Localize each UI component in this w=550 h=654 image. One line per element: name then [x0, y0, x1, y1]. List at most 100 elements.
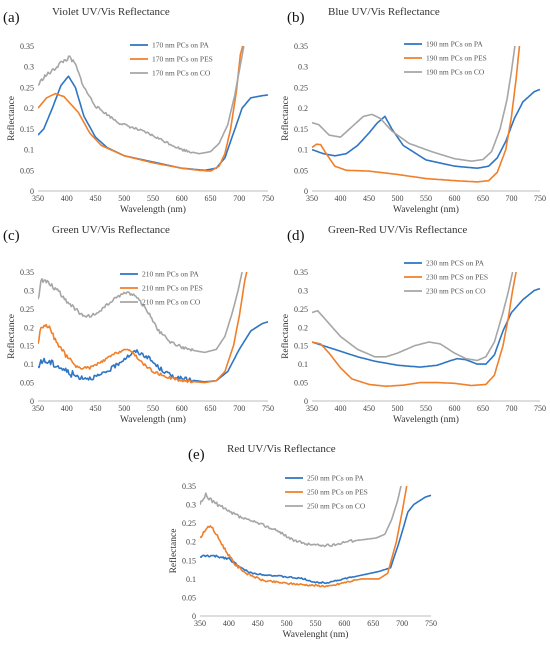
y-tick-label: 0.15 [20, 342, 34, 351]
y-tick-label: 0.05 [294, 166, 308, 175]
y-tick-label: 0.25 [20, 83, 34, 92]
y-tick-label: 0.3 [24, 63, 34, 72]
x-axis-label: Wavelenght (nm) [283, 629, 349, 640]
x-tick-label: 550 [310, 619, 322, 628]
y-axis-label: Reflectance [6, 314, 17, 359]
panel-label: (c) [3, 228, 20, 244]
series-line [38, 271, 243, 354]
y-tick-label: 0.1 [24, 146, 34, 155]
x-tick-label: 500 [392, 404, 404, 413]
x-tick-label: 650 [477, 404, 489, 413]
y-tick-label: 0.3 [24, 286, 34, 295]
y-tick-label: 0.25 [20, 305, 34, 314]
series-line [312, 88, 541, 169]
chart-title: Green UV/Vis Reflectance [52, 224, 170, 236]
x-tick-label: 750 [534, 194, 546, 203]
legend-label: 250 nm PCs on PES [307, 488, 368, 497]
panel-label: (e) [188, 447, 205, 463]
y-tick-label: 0.15 [20, 125, 34, 134]
x-tick-label: 350 [306, 404, 318, 413]
series-line [38, 45, 244, 172]
x-tick-label: 600 [176, 404, 188, 413]
y-tick-label: 0.25 [294, 83, 308, 92]
panel-e: (e) Red UV/Vis Reflectance 0 0.05 0.1 0.15 0.2… [168, 443, 437, 640]
y-tick-label: 0.3 [186, 501, 196, 510]
y-tick-label: 0.2 [24, 323, 34, 332]
y-tick-label: 0.05 [182, 593, 196, 602]
legend-label: 170 nm PCs on PA [152, 41, 209, 50]
x-tick-label: 500 [281, 619, 293, 628]
legend-label: 230 nm PCS on PES [426, 273, 488, 282]
x-tick-label: 550 [147, 194, 159, 203]
y-axis-label: Reflectance [280, 96, 291, 141]
x-axis-label: Wavelength (nm) [120, 414, 186, 425]
y-tick-label: 0.2 [186, 538, 196, 547]
x-axis-label: Wavelength (nm) [120, 204, 186, 215]
y-tick-label: 0.2 [298, 323, 308, 332]
panel-label: (d) [287, 228, 305, 244]
x-tick-label: 750 [262, 194, 274, 203]
panel-b: (b) Blue UV/Vis Reflectance 0 0.05 0.1 0.15 0.… [280, 6, 546, 215]
x-tick-label: 750 [262, 404, 274, 413]
x-tick-label: 350 [306, 194, 318, 203]
legend-label: 210 nm PCs on PA [142, 270, 199, 279]
x-tick-label: 400 [223, 619, 235, 628]
x-tick-label: 600 [338, 619, 350, 628]
x-tick-label: 700 [233, 404, 245, 413]
panel-c: (c) Green UV/Vis Reflectance 0 0.05 0.1 0.15 0… [3, 224, 274, 425]
panel-a: (a) Violet UV/Vis Reflectance 0 0.05 0.1 0.15… [3, 6, 274, 215]
y-tick-label: 0.1 [24, 360, 34, 369]
y-tick-label: 0.3 [298, 286, 308, 295]
legend-label: 230 nm PCS on CO [426, 287, 486, 296]
x-tick-label: 550 [147, 404, 159, 413]
chart-title: Green-Red UV/Vis Reflectance [328, 224, 467, 236]
legend-label: 190 nm PCs on PA [426, 40, 483, 49]
x-tick-label: 500 [118, 194, 130, 203]
x-tick-label: 450 [90, 404, 102, 413]
y-tick-label: 0.35 [294, 268, 308, 277]
legend-label: 170 nm PCs on CO [152, 69, 211, 78]
x-tick-label: 400 [61, 194, 73, 203]
y-tick-label: 0 [30, 187, 34, 196]
series-line [200, 485, 402, 548]
x-tick-label: 450 [252, 619, 264, 628]
x-tick-label: 400 [335, 194, 347, 203]
y-tick-label: 0.1 [298, 360, 308, 369]
series-line [312, 287, 541, 368]
x-tick-label: 550 [420, 194, 432, 203]
x-axis-label: Wavelength (nm) [393, 414, 459, 425]
series-line [312, 271, 514, 362]
x-tick-label: 700 [506, 194, 518, 203]
y-tick-label: 0.35 [20, 42, 34, 51]
x-axis-label: Wavelenght (nm) [393, 204, 459, 215]
y-tick-label: 0.1 [298, 146, 308, 155]
x-tick-label: 700 [396, 619, 408, 628]
y-tick-label: 0.15 [182, 556, 196, 565]
series-line [38, 271, 248, 384]
series-line [312, 271, 517, 388]
x-tick-label: 750 [425, 619, 437, 628]
panel-label: (b) [287, 10, 305, 26]
y-tick-label: 0.15 [294, 125, 308, 134]
series-line [38, 321, 269, 383]
series-line [38, 75, 269, 172]
x-tick-label: 350 [32, 404, 44, 413]
panel-d: (d) Green-Red UV/Vis Reflectance 0 0.05 0.1 0… [280, 224, 546, 425]
y-tick-label: 0.3 [298, 63, 308, 72]
y-tick-label: 0.25 [182, 519, 196, 528]
x-tick-label: 600 [176, 194, 188, 203]
y-tick-label: 0.05 [20, 166, 34, 175]
y-axis-label: Reflectance [6, 96, 17, 141]
legend-label: 210 nm PCs on PES [142, 284, 203, 293]
y-tick-label: 0.35 [20, 268, 34, 277]
y-tick-label: 0.2 [24, 104, 34, 113]
x-tick-label: 450 [90, 194, 102, 203]
x-tick-label: 450 [363, 194, 375, 203]
legend-label: 190 nm PCs on CO [426, 68, 485, 77]
panel-label: (a) [3, 10, 20, 26]
x-tick-label: 750 [534, 404, 546, 413]
x-tick-label: 350 [194, 619, 206, 628]
x-tick-label: 400 [61, 404, 73, 413]
legend-label: 170 nm PCs on PES [152, 55, 213, 64]
